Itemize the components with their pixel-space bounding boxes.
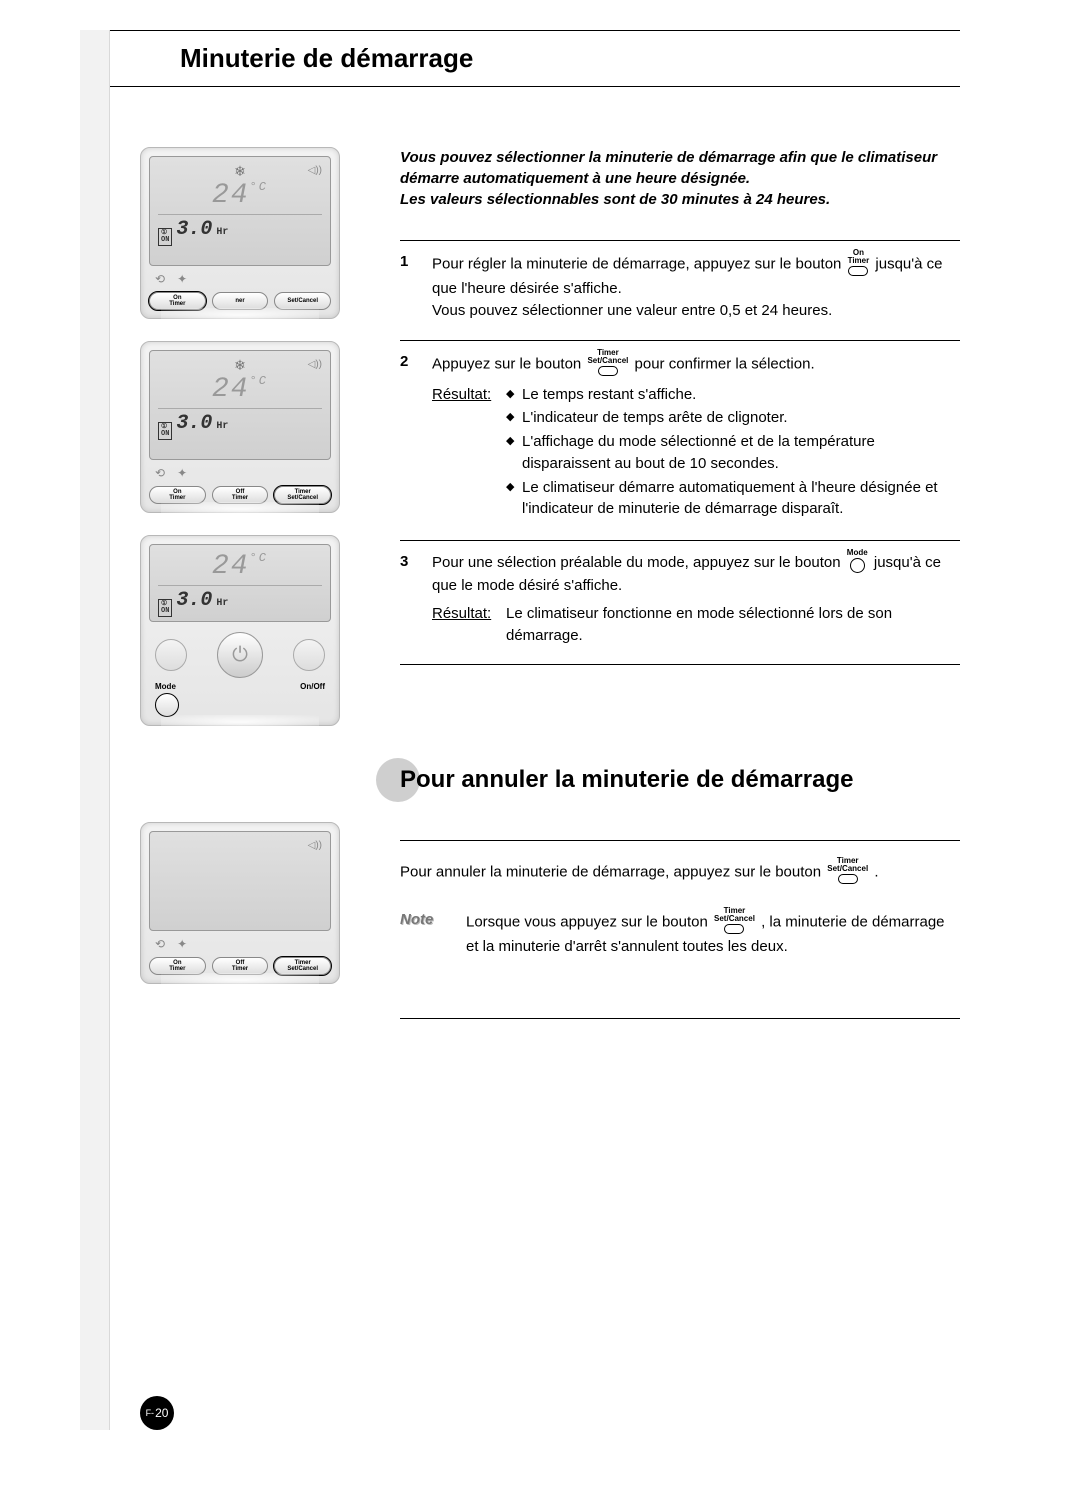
remote-screen: ◁)) ❄ 24°C ①ON 3.0Hr — [149, 156, 331, 266]
temp-display: 24°C — [158, 374, 322, 405]
result-label: Résultat: — [432, 384, 496, 523]
remote-illustration-1: ◁)) ❄ 24°C ①ON 3.0Hr ⟲ ✦ OnTimer ner Set/… — [140, 147, 340, 319]
bullet: L'indicateur de temps arête de clignoter… — [506, 407, 960, 429]
signal-icon: ◁)) — [308, 840, 322, 851]
fan-icon: ✦ — [177, 272, 187, 286]
intro-text: Vous pouvez sélectionner la minuterie de… — [400, 147, 960, 210]
step-text: Pour régler la minuterie de démarrage, a… — [432, 255, 841, 272]
cancel-text: Pour annuler la minuterie de démarrage, … — [400, 863, 821, 880]
swing-icon: ⟲ — [155, 466, 165, 480]
result-bullets: Le temps restant s'affiche. L'indicateur… — [506, 384, 960, 521]
step-3: 3 Pour une sélection préalable du mode, … — [400, 540, 960, 665]
timer-display: ①ON 3.0Hr — [158, 589, 322, 617]
page: Minuterie de démarrage ◁)) ❄ 24°C ①ON 3.… — [110, 30, 960, 1430]
set-cancel-button: Set/Cancel — [274, 292, 331, 310]
result-label: Résultat: — [432, 603, 496, 647]
on-timer-icon: On Timer — [848, 249, 870, 276]
step-number: 2 — [400, 351, 418, 523]
mode-icon: Mode — [847, 549, 868, 573]
result-text: Le climatiseur fonctionne en mode sélect… — [506, 603, 960, 647]
off-timer-button: ner — [212, 292, 269, 310]
remote-column-2: ◁)) ⟲ ✦ OnTimer OffTimer TimerSet/Cancel — [110, 822, 380, 1037]
step-extra: Vous pouvez sélectionner une valeur entr… — [432, 300, 960, 322]
note-label: Note — [400, 909, 452, 959]
onoff-label: On/Off — [300, 682, 325, 691]
snowflake-icon: ❄ — [158, 163, 322, 180]
temp-display: 24°C — [158, 551, 322, 582]
fan-icon: ✦ — [177, 466, 187, 480]
off-timer-button: OffTimer — [212, 957, 269, 975]
on-timer-button: OnTimer — [149, 486, 206, 504]
cancel-block: Pour annuler la minuterie de démarrage, … — [400, 822, 960, 1037]
bullet: L'affichage du mode sélectionné et de la… — [506, 431, 960, 475]
step-2: 2 Appuyez sur le bouton Timer Set/Cancel… — [400, 340, 960, 541]
remote-screen: ◁)) — [149, 831, 331, 931]
set-cancel-icon: Timer Set/Cancel — [587, 349, 628, 376]
snowflake-icon: ❄ — [158, 357, 322, 374]
side-tab — [80, 30, 110, 1430]
timer-display: ①ON 3.0Hr — [158, 412, 322, 440]
bullet: Le temps restant s'affiche. — [506, 384, 960, 406]
cancel-text: . — [874, 863, 878, 880]
signal-icon: ◁)) — [308, 165, 322, 176]
remote-column: ◁)) ❄ 24°C ①ON 3.0Hr ⟲ ✦ OnTimer ner Set/… — [110, 147, 380, 726]
remote-illustration-4: ◁)) ⟲ ✦ OnTimer OffTimer TimerSet/Cancel — [140, 822, 340, 984]
swing-icon: ⟲ — [155, 272, 165, 286]
remote-illustration-3: 24°C ①ON 3.0Hr ⏻ Mode On/Off — [140, 535, 340, 726]
temp-up-button — [293, 639, 325, 671]
set-cancel-icon: Timer Set/Cancel — [827, 857, 868, 884]
swing-icon: ⟲ — [155, 937, 165, 951]
page-number-badge: F-20 — [140, 1396, 174, 1430]
page-title: Minuterie de démarrage — [180, 43, 960, 74]
mode-label: Mode — [155, 682, 176, 691]
on-timer-button: OnTimer — [149, 292, 206, 310]
temp-down-button — [155, 639, 187, 671]
step-text: Appuyez sur le bouton — [432, 355, 581, 372]
temp-display: 24°C — [158, 180, 322, 211]
signal-icon: ◁)) — [308, 359, 322, 370]
step-1: 1 Pour régler la minuterie de démarrage,… — [400, 240, 960, 340]
sub-heading-wrap: Pour annuler la minuterie de démarrage — [380, 766, 960, 794]
mode-button — [155, 693, 179, 717]
sub-heading: Pour annuler la minuterie de démarrage — [380, 766, 960, 794]
on-timer-button: OnTimer — [149, 957, 206, 975]
fan-icon: ✦ — [177, 937, 187, 951]
set-cancel-icon: Timer Set/Cancel — [714, 907, 755, 934]
step-text: Pour une sélection préalable du mode, ap… — [432, 554, 841, 571]
bullet: Le climatiseur démarre automatiquement à… — [506, 477, 960, 521]
step-number: 1 — [400, 251, 418, 322]
text-column: Vous pouvez sélectionner la minuterie de… — [400, 147, 960, 726]
remote-screen: ◁)) ❄ 24°C ①ON 3.0Hr — [149, 350, 331, 460]
power-button: ⏻ — [217, 632, 263, 678]
off-timer-button: OffTimer — [212, 486, 269, 504]
title-bar: Minuterie de démarrage — [110, 30, 960, 87]
note-text: Lorsque vous appuyez sur le bouton — [466, 913, 708, 930]
step-number: 3 — [400, 551, 418, 646]
remote-screen: 24°C ①ON 3.0Hr — [149, 544, 331, 622]
timer-display: ①ON 3.0Hr — [158, 218, 322, 246]
remote-illustration-2: ◁)) ❄ 24°C ①ON 3.0Hr ⟲ ✦ OnTimer OffTimer… — [140, 341, 340, 513]
step-text: pour confirmer la sélection. — [635, 355, 815, 372]
set-cancel-button: TimerSet/Cancel — [274, 486, 331, 504]
set-cancel-button: TimerSet/Cancel — [274, 957, 331, 975]
